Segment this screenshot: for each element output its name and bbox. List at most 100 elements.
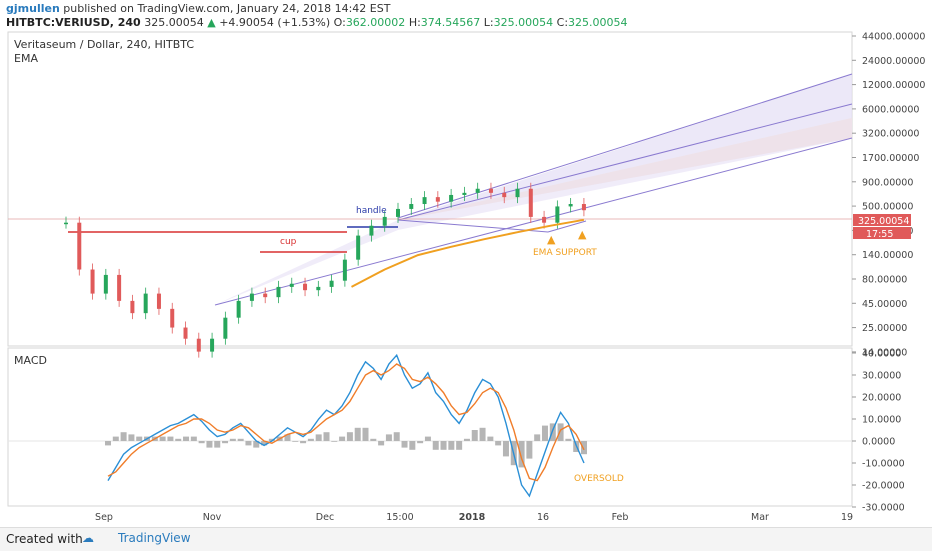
histogram-bar bbox=[214, 441, 221, 448]
ema-indicator-label: EMA bbox=[14, 52, 38, 65]
price-tick-label: 900.00000 bbox=[862, 177, 913, 188]
candle-body bbox=[528, 188, 533, 217]
publish-info: published on TradingView.com, January 24… bbox=[63, 2, 391, 15]
candle-body bbox=[502, 192, 507, 198]
last-price-tag bbox=[853, 214, 911, 226]
time-tick-label: Feb bbox=[612, 512, 629, 523]
histogram-bar bbox=[128, 434, 135, 441]
channel-anchor-line-2 bbox=[547, 220, 587, 233]
price-tick-label: 6000.00000 bbox=[862, 104, 919, 115]
histogram-bar bbox=[253, 441, 260, 448]
macd-tick-label: 0.0000 bbox=[862, 437, 895, 448]
main-chart-title: Veritaseum / Dollar, 240, HITBTC bbox=[14, 38, 194, 51]
candle-body bbox=[156, 293, 161, 309]
histogram-bar bbox=[229, 438, 236, 441]
candle-body bbox=[449, 194, 454, 202]
histogram-bar bbox=[401, 441, 408, 448]
price-axis[interactable]: 44000.00000 24000.00000 12000.00000 6000.00… bbox=[852, 32, 925, 359]
histogram-bar bbox=[198, 441, 205, 444]
candle-body bbox=[555, 206, 560, 223]
histogram-bar bbox=[549, 423, 556, 441]
channel-median-line bbox=[397, 103, 853, 221]
author-link[interactable]: gjmullen bbox=[6, 2, 60, 15]
histogram-bar bbox=[471, 430, 478, 441]
time-tick-label: 15:00 bbox=[386, 512, 413, 523]
histogram-bar bbox=[409, 441, 416, 450]
histogram-bar bbox=[261, 441, 268, 446]
macd-tick-label: -10.0000 bbox=[862, 459, 905, 470]
time-tick-label: Nov bbox=[203, 512, 222, 523]
channel-bottom-line bbox=[214, 137, 853, 306]
cup-annotation: cup bbox=[280, 237, 297, 247]
histogram-bar bbox=[518, 441, 525, 468]
macd-pane-frame bbox=[7, 347, 853, 507]
symbol-label: HITBTC:VERIUSD, 240 bbox=[6, 16, 141, 29]
time-axis[interactable]: Sep Nov Dec 15:00 2018 16 Feb Mar 19 bbox=[95, 512, 853, 523]
candle-body bbox=[581, 204, 586, 211]
histogram-bar bbox=[339, 436, 346, 441]
candle-body bbox=[276, 286, 281, 298]
histogram-bar bbox=[526, 441, 533, 459]
time-tick-label: Sep bbox=[95, 512, 113, 523]
price-change: +4.90054 (+1.53%) bbox=[219, 16, 331, 29]
histogram-bar bbox=[557, 423, 564, 441]
histogram-bar bbox=[370, 438, 377, 441]
histogram-bar bbox=[300, 441, 307, 444]
histogram-bar bbox=[432, 441, 439, 450]
tradingview-logo-icon[interactable]: ☁ TradingView bbox=[82, 531, 191, 545]
candle-body bbox=[263, 293, 268, 298]
histogram-bar bbox=[440, 441, 447, 450]
histogram-bar bbox=[245, 441, 252, 446]
histogram-bar bbox=[331, 441, 338, 442]
candle-body bbox=[236, 300, 241, 318]
histogram-bar bbox=[385, 434, 392, 441]
histogram-bar bbox=[581, 441, 587, 455]
histogram-bar bbox=[354, 427, 361, 441]
macd-title: MACD bbox=[14, 354, 47, 367]
candle-body bbox=[435, 197, 440, 202]
histogram-bar bbox=[136, 436, 143, 441]
ema-support-annotation: EMA SUPPORT bbox=[533, 248, 597, 258]
price-tick-label: 44000.00000 bbox=[862, 32, 925, 43]
histogram-bar bbox=[456, 441, 463, 450]
histogram-bar bbox=[487, 436, 494, 441]
low-value: 325.00054 bbox=[493, 16, 554, 29]
open-label: O: bbox=[333, 16, 346, 29]
candle-body bbox=[303, 283, 308, 291]
handle-annotation: handle bbox=[356, 206, 387, 216]
histogram-bar bbox=[424, 436, 431, 441]
histogram-bar bbox=[502, 441, 509, 457]
low-label: L: bbox=[483, 16, 494, 29]
candle-body bbox=[409, 204, 414, 209]
candle-body bbox=[77, 222, 82, 270]
price-tick-label: 3200.00000 bbox=[862, 129, 919, 140]
countdown-tag-text: 17:55 bbox=[866, 229, 893, 240]
tradingview-brand: TradingView bbox=[118, 531, 191, 545]
histogram-bar bbox=[292, 441, 299, 442]
candle-body bbox=[369, 225, 374, 236]
chart-canvas[interactable]: Veritaseum / Dollar, 240, HITBTC EMA MAC… bbox=[0, 0, 932, 527]
close-label: C: bbox=[556, 16, 569, 29]
time-tick-label: 19 bbox=[841, 512, 853, 523]
candle-body bbox=[183, 327, 188, 339]
last-price-tag-text: 325.00054 bbox=[858, 216, 909, 227]
channel-top-line bbox=[397, 73, 853, 219]
price-tick-label: 80.00000 bbox=[862, 275, 907, 286]
candle-body bbox=[289, 283, 294, 287]
histogram-bar bbox=[393, 432, 400, 441]
footer-bar: Created with ☁ TradingView bbox=[0, 527, 932, 551]
oversold-annotation: OVERSOLD bbox=[574, 474, 624, 484]
ema-line bbox=[351, 218, 585, 288]
macd-axis[interactable]: 40.0000 30.0000 20.0000 10.0000 0.0000 -10.00… bbox=[852, 349, 905, 514]
price-tick-label: 12000.00000 bbox=[862, 80, 925, 91]
price-tick-label: 24000.00000 bbox=[862, 56, 925, 67]
histogram-bar bbox=[417, 441, 424, 444]
candle-body bbox=[64, 222, 68, 225]
histogram-bar bbox=[565, 438, 572, 441]
close-value: 325.00054 bbox=[568, 16, 628, 29]
support-arrow-icon-2: ▲ bbox=[578, 228, 587, 241]
time-tick-label: Mar bbox=[751, 512, 769, 523]
time-tick-label: Dec bbox=[316, 512, 334, 523]
macd-tick-label: 40.0000 bbox=[862, 349, 901, 360]
histogram-bar bbox=[534, 434, 541, 441]
